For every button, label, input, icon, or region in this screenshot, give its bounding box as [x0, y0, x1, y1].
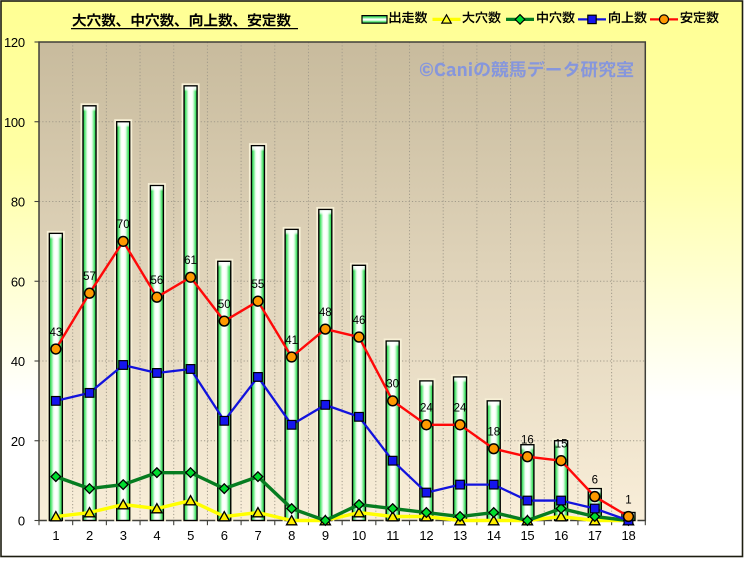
svg-text:2: 2 — [86, 528, 93, 543]
svg-text:15: 15 — [520, 528, 534, 543]
svg-text:60: 60 — [11, 274, 25, 289]
svg-text:7: 7 — [254, 528, 261, 543]
svg-text:5: 5 — [187, 528, 194, 543]
svg-text:120: 120 — [4, 35, 25, 50]
svg-text:100: 100 — [4, 115, 25, 130]
svg-text:6: 6 — [221, 528, 228, 543]
svg-text:30: 30 — [386, 379, 399, 391]
svg-text:8: 8 — [288, 528, 295, 543]
svg-text:10: 10 — [352, 528, 366, 543]
svg-text:1: 1 — [52, 528, 59, 543]
svg-text:24: 24 — [454, 403, 467, 415]
svg-text:70: 70 — [117, 219, 130, 231]
svg-text:12: 12 — [419, 528, 433, 543]
svg-text:0: 0 — [18, 514, 25, 529]
svg-text:20: 20 — [11, 434, 25, 449]
svg-text:14: 14 — [487, 528, 501, 543]
svg-text:80: 80 — [11, 195, 25, 210]
svg-text:11: 11 — [386, 528, 399, 543]
svg-text:9: 9 — [322, 528, 329, 543]
svg-text:16: 16 — [554, 528, 568, 543]
svg-text:1: 1 — [625, 494, 631, 506]
svg-text:57: 57 — [83, 271, 96, 283]
svg-text:6: 6 — [592, 474, 598, 486]
svg-text:18: 18 — [487, 427, 500, 439]
svg-text:17: 17 — [588, 528, 602, 543]
svg-text:3: 3 — [120, 528, 127, 543]
svg-text:16: 16 — [521, 435, 534, 447]
svg-text:40: 40 — [11, 354, 25, 369]
svg-text:56: 56 — [150, 275, 163, 287]
svg-text:61: 61 — [184, 255, 197, 267]
svg-text:13: 13 — [453, 528, 467, 543]
svg-text:18: 18 — [622, 528, 636, 543]
svg-text:41: 41 — [285, 335, 298, 347]
svg-text:4: 4 — [153, 528, 160, 543]
svg-text:15: 15 — [555, 438, 568, 450]
svg-text:43: 43 — [49, 327, 62, 339]
svg-text:46: 46 — [353, 315, 366, 327]
svg-text:24: 24 — [420, 403, 433, 415]
svg-text:48: 48 — [319, 307, 332, 319]
svg-text:55: 55 — [252, 279, 265, 291]
svg-text:50: 50 — [218, 299, 231, 311]
